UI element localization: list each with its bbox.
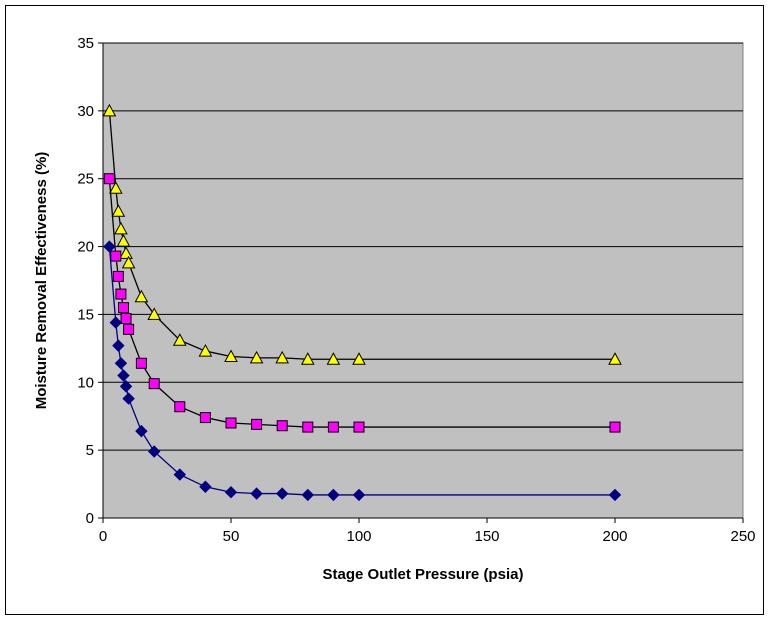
data-point-triangle	[224, 349, 238, 362]
data-point-diamond	[352, 488, 366, 502]
data-point-square	[327, 421, 339, 433]
data-point-triangle	[172, 333, 187, 346]
data-point-diamond	[122, 392, 135, 405]
x-tick-label: 150	[474, 528, 499, 545]
chart-svg: 0 5 10 15 20 25 30 35 0 50 100 150 200 250 Stage Outle…	[33, 35, 756, 583]
data-point-square	[112, 270, 124, 282]
data-point-diamond	[250, 487, 263, 500]
data-point-square	[117, 302, 129, 314]
data-point-diamond	[327, 488, 340, 502]
data-point-diamond	[135, 424, 148, 438]
plot-area	[102, 42, 744, 519]
data-point-square	[251, 418, 263, 430]
data-point-diamond	[608, 488, 622, 502]
y-tick-label: 20	[77, 239, 94, 256]
data-point-square	[353, 421, 365, 433]
x-axis-title: Stage Outlet Pressure (psia)	[323, 566, 524, 583]
data-point-triangle	[108, 181, 123, 194]
y-tick-label: 15	[77, 306, 94, 323]
data-point-triangle	[102, 103, 117, 117]
data-point-square	[174, 401, 186, 413]
y-tick-label: 25	[77, 171, 94, 188]
data-point-triangle	[134, 289, 149, 303]
data-point-diamond	[117, 369, 130, 382]
data-point-triangle	[114, 221, 128, 235]
x-tick-label: 200	[602, 528, 627, 545]
data-point-square	[110, 250, 122, 262]
y-tick-label: 0	[86, 510, 94, 527]
data-point-square	[609, 421, 621, 433]
data-point-triangle	[352, 352, 366, 365]
data-point-triangle	[300, 352, 315, 365]
chart-frame: 0 5 10 15 20 25 30 35 0 50 100 150 200 250 Stage Outle…	[5, 5, 764, 615]
data-point-diamond	[114, 357, 128, 370]
x-tick-label: 50	[223, 528, 240, 545]
x-tick-label: 250	[730, 528, 755, 545]
data-point-square	[120, 313, 132, 324]
y-axis-title: Moisture Removal Effectiveness (%)	[33, 152, 50, 410]
data-point-diamond	[224, 486, 238, 499]
data-point-triangle	[121, 255, 136, 269]
data-point-diamond	[112, 339, 125, 352]
data-point-square	[135, 357, 147, 369]
x-tick-label: 0	[99, 528, 107, 545]
data-point-diamond	[103, 240, 116, 253]
data-point-triangle	[275, 350, 290, 364]
data-point-diamond	[147, 445, 161, 458]
data-point-square	[103, 173, 115, 185]
data-point-diamond	[173, 468, 187, 481]
x-tick-label: 100	[346, 528, 371, 545]
data-point-triangle	[111, 204, 126, 217]
y-tick-label: 5	[86, 442, 94, 459]
data-point-square	[115, 288, 127, 300]
data-point-square	[148, 378, 160, 390]
data-point-triangle	[116, 234, 131, 247]
data-point-triangle	[249, 350, 264, 364]
data-point-diamond	[275, 487, 289, 500]
data-point-triangle	[608, 352, 622, 365]
data-point-diamond	[301, 488, 315, 502]
data-point-square	[276, 420, 288, 432]
y-tick-label: 10	[77, 374, 94, 391]
data-point-triangle	[119, 246, 133, 259]
data-point-triangle	[198, 344, 213, 357]
data-point-diamond	[119, 380, 133, 393]
data-point-diamond	[109, 316, 123, 329]
data-point-square	[225, 417, 237, 429]
data-point-square	[302, 421, 314, 433]
data-point-square	[199, 412, 211, 424]
data-point-triangle	[326, 352, 341, 365]
data-point-triangle	[147, 307, 162, 320]
data-point-diamond	[199, 480, 212, 493]
y-tick-label: 30	[77, 103, 94, 120]
data-point-square	[123, 323, 135, 335]
y-tick-label: 35	[77, 35, 94, 52]
